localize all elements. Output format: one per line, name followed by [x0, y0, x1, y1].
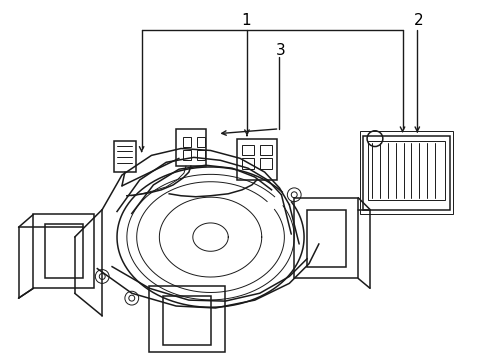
- Text: 3: 3: [275, 42, 285, 58]
- Polygon shape: [197, 150, 205, 160]
- Polygon shape: [163, 296, 211, 345]
- Text: 1: 1: [241, 13, 251, 28]
- Polygon shape: [260, 145, 271, 156]
- Polygon shape: [114, 141, 136, 172]
- Polygon shape: [33, 215, 95, 288]
- Polygon shape: [294, 198, 358, 278]
- Polygon shape: [183, 150, 191, 160]
- Text: 2: 2: [414, 13, 423, 28]
- Polygon shape: [260, 158, 271, 169]
- Polygon shape: [197, 137, 205, 147]
- Polygon shape: [45, 224, 82, 278]
- Polygon shape: [237, 139, 276, 180]
- Polygon shape: [242, 145, 254, 156]
- Polygon shape: [368, 141, 445, 200]
- Polygon shape: [149, 286, 225, 352]
- Polygon shape: [307, 210, 346, 267]
- Polygon shape: [176, 129, 206, 166]
- Polygon shape: [183, 137, 191, 147]
- Polygon shape: [242, 158, 254, 169]
- Polygon shape: [363, 136, 450, 210]
